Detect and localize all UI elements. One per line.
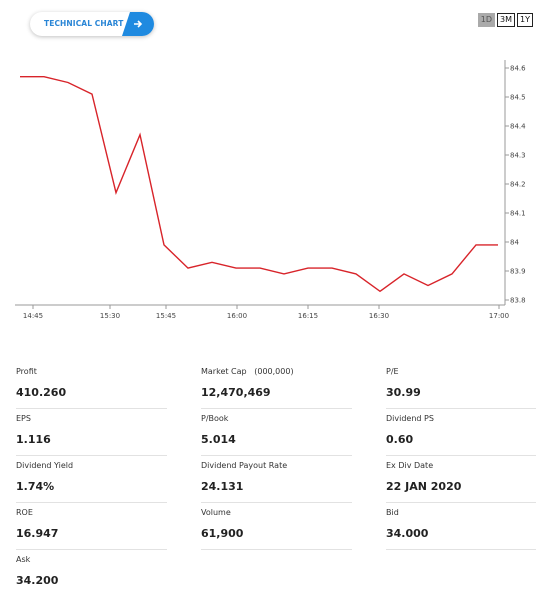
stat-value: 1.116 [16, 433, 51, 446]
y-tick-label: 84.6 [510, 65, 526, 73]
stat-label: Dividend PS [386, 414, 434, 423]
divider [201, 408, 352, 409]
stat-value: 1.74% [16, 480, 55, 493]
stat-ex-div-date: Ex Div Date 22 JAN 2020 [386, 460, 536, 503]
stat-label: EPS [16, 414, 31, 423]
stat-value: 16.947 [16, 527, 59, 540]
divider [16, 502, 167, 503]
divider [386, 455, 536, 456]
x-tick-label: 16:15 [298, 312, 318, 320]
y-tick-label: 84.5 [510, 94, 526, 102]
stat-ask: Ask 34.200 [16, 554, 167, 588]
y-tick-label: 84 [510, 239, 519, 247]
stat-label: Dividend Yield [16, 461, 74, 470]
stat-value: 34.200 [16, 574, 59, 587]
technical-chart-button[interactable]: TECHNICAL CHART [30, 12, 154, 36]
stat-label: Market Cap (000,000) [201, 367, 294, 376]
divider [16, 455, 167, 456]
stat-volume: Volume 61,900 [201, 507, 352, 550]
stat-value: 410.260 [16, 386, 67, 399]
divider [201, 502, 352, 503]
stat-label: Dividend Payout Rate [201, 461, 288, 470]
stat-value: 0.60 [386, 433, 414, 446]
stat-value: 24.131 [201, 480, 244, 493]
y-tick-label: 83.9 [510, 268, 526, 276]
x-tick-label: 15:30 [100, 312, 120, 320]
stat-value: 30.99 [386, 386, 421, 399]
x-tick-label: 16:30 [369, 312, 389, 320]
x-tick-label: 14:45 [23, 312, 43, 320]
divider [201, 455, 352, 456]
stat-profit: Profit 410.260 [16, 366, 167, 409]
stat-dividend-payout-rate: Dividend Payout Rate 24.131 [201, 460, 352, 503]
stat-dividend-ps: Dividend PS 0.60 [386, 413, 536, 456]
stat-value: 12,470,469 [201, 386, 271, 399]
stat-label: Ex Div Date [386, 461, 434, 470]
stat-value: 22 JAN 2020 [386, 480, 462, 493]
x-tick-label: 17:00 [489, 312, 509, 320]
stat-label: Bid [386, 508, 399, 517]
divider [386, 502, 536, 503]
stat-label: Profit [16, 367, 37, 376]
y-tick-label: 84.4 [510, 123, 526, 131]
stat-label: Volume [201, 508, 231, 517]
y-tick-label: 84.1 [510, 210, 526, 218]
stat-p-book: P/Book 5.014 [201, 413, 352, 456]
divider [386, 549, 536, 550]
y-tick-label: 83.8 [510, 297, 526, 305]
stat-label: ROE [16, 508, 33, 517]
stat-value: 34.000 [386, 527, 429, 540]
range-1d-button[interactable]: 1D [477, 13, 496, 27]
divider [16, 549, 167, 550]
y-tick-label: 84.2 [510, 181, 526, 189]
divider [386, 408, 536, 409]
stat-roe: ROE 16.947 [16, 507, 167, 550]
y-tick-label: 84.3 [510, 152, 526, 160]
technical-chart-label: TECHNICAL CHART [44, 19, 124, 28]
stat-bid: Bid 34.000 [386, 507, 536, 550]
stat-label: Ask [16, 555, 31, 564]
arrow-right-icon [122, 12, 154, 36]
range-1y-button[interactable]: 1Y [517, 13, 533, 27]
divider [16, 408, 167, 409]
stat-eps: EPS 1.116 [16, 413, 167, 456]
stat-label: P/Book [201, 414, 229, 423]
price-series-line-0 [20, 76, 498, 293]
stat-label: P/E [386, 367, 399, 376]
stat-market-cap-000-000: Market Cap (000,000) 12,470,469 [201, 366, 352, 409]
x-tick-label: 15:45 [156, 312, 176, 320]
x-tick-label: 16:00 [227, 312, 247, 320]
price-chart: 84.6 84.5 84.4 84.3 84.2 84.1 84 83.9 83.8 14:45 1… [15, 60, 526, 320]
stat-value: 61,900 [201, 527, 244, 540]
divider [201, 549, 352, 550]
stat-p-e: P/E 30.99 [386, 366, 536, 409]
stat-value: 5.014 [201, 433, 236, 446]
stat-dividend-yield: Dividend Yield 1.74% [16, 460, 167, 503]
range-selector: 1D 3M 1Y [477, 13, 533, 27]
range-3m-button[interactable]: 3M [497, 13, 516, 27]
